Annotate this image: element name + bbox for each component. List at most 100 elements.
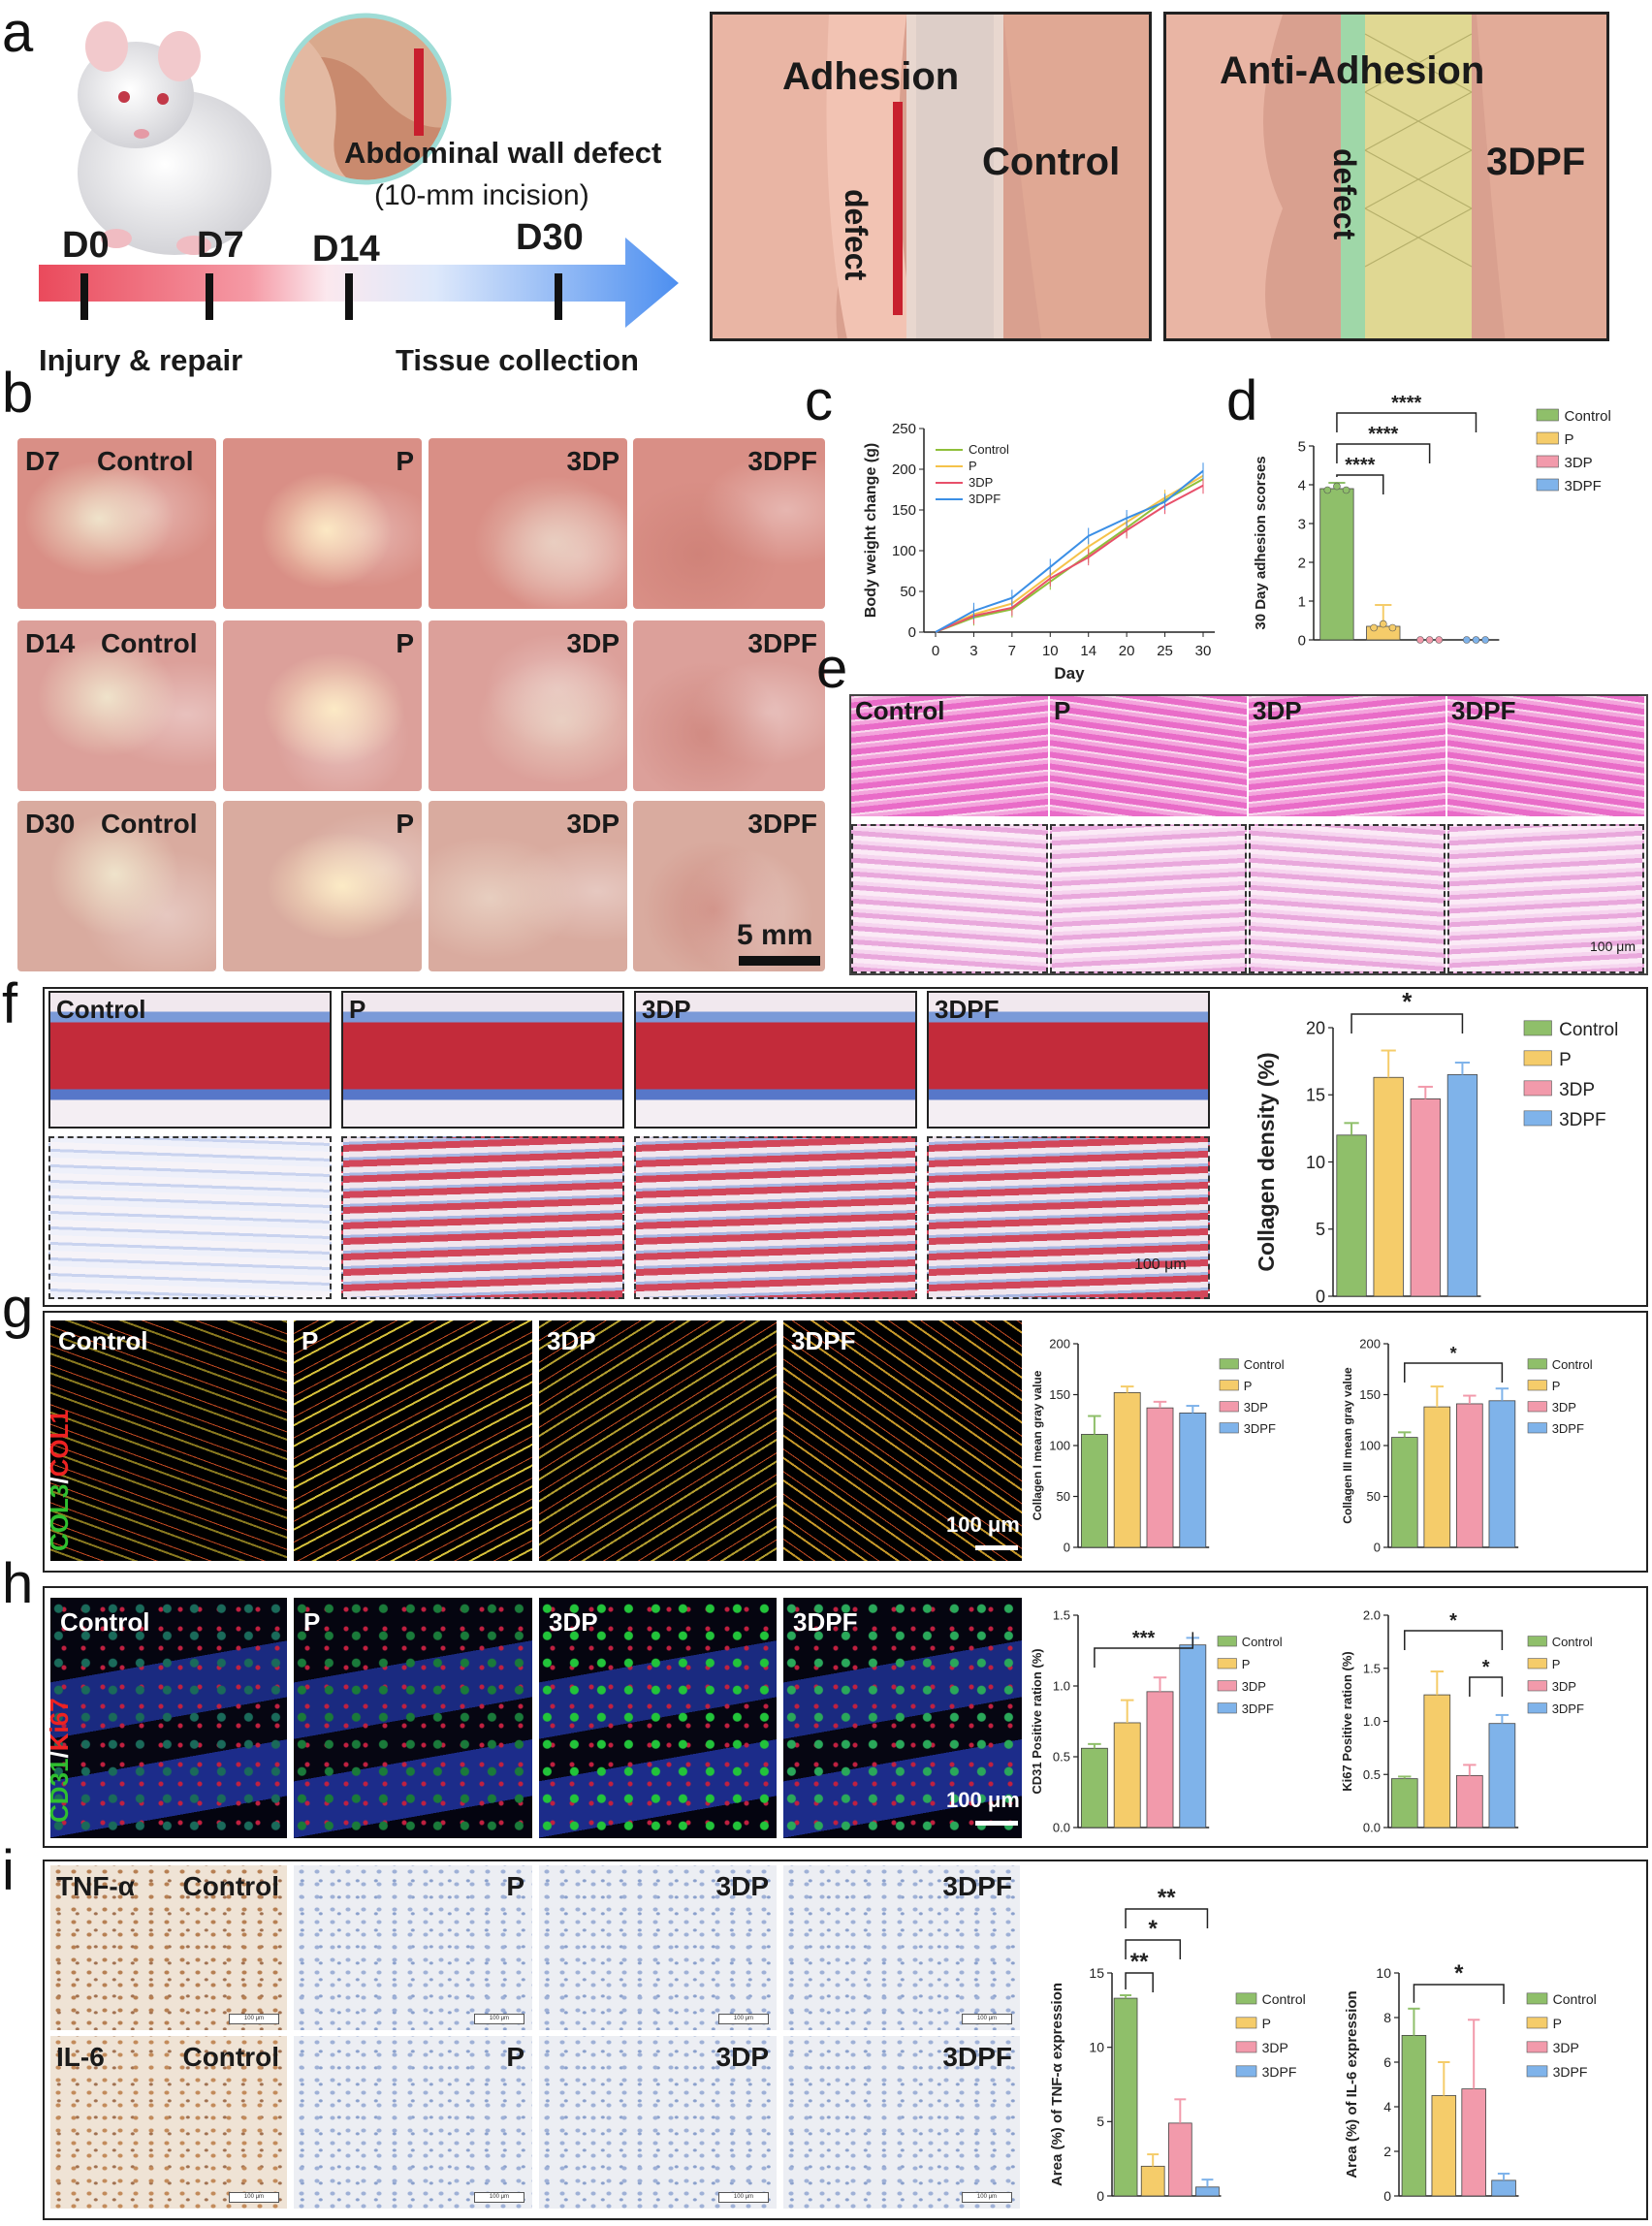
significance-bracket [1336,412,1477,432]
data-point [1333,482,1341,491]
data-point [1370,623,1378,632]
anti-adhesion-group: 3DPF [1486,141,1586,183]
row-day-label: D14 [25,628,76,658]
significance-bracket [1413,1984,1505,2004]
legend-label-p: P [1559,1050,1572,1070]
callout-subtitle: (10-mm incision) [374,179,589,211]
legend-label-3dpf: 3DPF [969,492,1001,506]
legend-swatch-control [1235,1992,1257,2005]
he-top-control: Control [851,696,1048,816]
stain-cd31: CD31 [45,1758,74,1823]
y-axis-label: Collagen density (%) [1254,1052,1279,1271]
bar-control [1319,488,1354,641]
chart-i2: 0 2 4 6 8 10 Area (%) of IL-6 expression * Contr… [1344,1960,1597,2204]
bar-3dp [1146,1691,1174,1828]
y-tick-label: 1.0 [1363,1714,1381,1729]
y-tick-label: 200 [892,461,916,478]
legend-label-control: Control [1262,1991,1306,2007]
y-tick-label: 200 [1359,1338,1381,1352]
bar-3dp [1461,2088,1486,2197]
legend-swatch-control [1536,408,1559,422]
legend-swatch-control [1527,1636,1547,1647]
legend-swatch-3dpf [1536,478,1559,492]
group-label w: Control [58,1326,148,1355]
chart-h1: 0.0 0.5 1.0 1.5 CD31 Positive ration (%) *** C… [1030,1609,1283,1835]
wound-photo-d30-3dp: 3DP [429,801,627,971]
ihc-il6-p: P 100 μm [294,2036,532,2209]
y-tick-label: 1 [1298,593,1306,610]
group-label: 3DPF [942,2042,1012,2072]
y-tick-label: 0 [1096,2188,1104,2204]
significance-bracket [1336,474,1384,494]
group-label: 3DPF [747,628,817,658]
ihc-tnf-3dpf: 3DPF 100 μm [783,1865,1020,2030]
y-tick-label: 0.0 [1053,1821,1070,1835]
group-label: P [1054,696,1071,725]
panel-i-frame [43,1860,1648,2220]
stain-separator: / [45,1751,74,1759]
panel-label-g: g [2,1277,34,1340]
anti-adhesion-title: Anti-Adhesion [1220,49,1485,92]
bar-control [1080,1434,1108,1548]
he-top-3dp: 3DP [1249,696,1446,816]
legend-label-control: Control [1552,1357,1593,1372]
group-label: 3DP [642,995,691,1024]
legend-label-3dp: 3DP [1244,1400,1268,1415]
panel-label-d: d [1226,369,1258,432]
he-top-3dpf: 3DPF [1447,696,1644,816]
legend-swatch-p [1526,2017,1548,2029]
x-tick-label: 20 [1119,643,1135,659]
significance-bracket [1125,1908,1209,1928]
bar-3dpf [1491,2179,1516,2197]
group-label: Control [60,1607,150,1637]
legend-label-3dpf: 3DPF [1262,2064,1297,2080]
legend-swatch-control [1526,1992,1548,2005]
sirius-3dpf: 3DPF [783,1320,1022,1561]
data-point [1388,623,1397,632]
legend-swatch-control [1217,1636,1237,1647]
data-point [1463,636,1471,644]
legend-swatch-3dpf [1523,1110,1552,1127]
y-tick-label: 15 [1089,1965,1104,1981]
legend-label-3dp: 3DP [1552,1679,1576,1694]
bar-control [1390,1437,1418,1548]
sirius-p: P [294,1320,532,1561]
legend-label-control: Control [1565,408,1611,425]
y-tick-label: 0.5 [1363,1767,1381,1782]
bar-3dp [1167,2122,1192,2197]
y-tick-label: 50 [900,584,916,600]
chart-g1: 0 50 100 150 200 Collagen I mean gray value Co… [1031,1338,1285,1555]
legend-label-p: P [1552,1657,1561,1671]
wound-photo-d30-3dpf: 3DPF [633,801,825,971]
panel-label-h: h [2,1552,34,1615]
significance-bracket [1404,1630,1504,1650]
wound-photo-d30-control: D30 Control [17,801,216,971]
chart-g2: 0 50 100 150 200 Collagen III mean gray value… [1341,1338,1593,1555]
legend-label-3dp: 3DP [1553,2040,1579,2055]
legend-label-3dp: 3DP [1559,1080,1595,1100]
bar-3dp [1456,1774,1483,1828]
bar-p [1140,2165,1165,2197]
legend-label-3dp: 3DP [1552,1400,1576,1415]
group-label: Control [97,446,194,476]
legend-label-p: P [1262,2016,1271,2031]
panel-f-frame [43,987,1648,1307]
y-tick-label: 1.5 [1363,1661,1381,1675]
y-tick-label: 0 [1374,1541,1381,1555]
bar-control [1401,2034,1427,2197]
timeline-day-30: D30 [516,217,584,258]
bar-3dp [1456,1403,1483,1548]
anti-adhesion-schematic: Anti-Adhesion 3DPF defect [1163,12,1609,341]
x-tick-label: 10 [1042,643,1059,659]
legend-swatch-3dpf [1526,2065,1548,2078]
y-tick-label: 100 [892,543,916,559]
stain-ki67: Ki67 [45,1698,74,1752]
masson-bottom-p [341,1136,624,1299]
callout-title: Abdominal wall defect [344,136,662,170]
group-label: 3DP [549,1607,598,1637]
scalebar-b [739,956,820,966]
y-tick-label: 100 [1049,1439,1070,1453]
bar-3dpf [1179,1413,1207,1548]
data-point [1342,486,1350,494]
wound-photo-d7-3dpf: 3DPF [633,438,825,609]
